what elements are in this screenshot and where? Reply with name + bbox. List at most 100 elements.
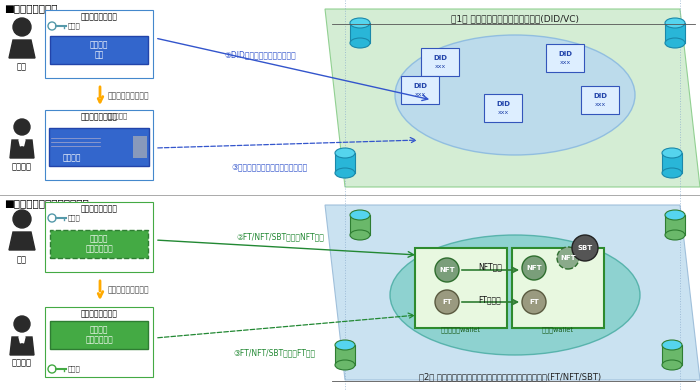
Polygon shape <box>10 140 34 158</box>
Circle shape <box>522 256 546 280</box>
Text: NFT: NFT <box>526 265 542 271</box>
Text: NFT: NFT <box>439 267 455 273</box>
Text: DID: DID <box>496 101 510 107</box>
Circle shape <box>572 235 598 261</box>
Text: 招待券等
（トークン）: 招待券等 （トークン） <box>85 234 113 254</box>
Text: ③本人（職員）確認情報参照・検証: ③本人（職員）確認情報参照・検証 <box>232 162 308 171</box>
Text: ウォレットアプリ: ウォレットアプリ <box>80 309 118 318</box>
Text: xxx: xxx <box>498 110 509 115</box>
Text: お客さま: お客さま <box>12 162 32 171</box>
Text: xxx: xxx <box>435 64 446 69</box>
Bar <box>665 215 685 235</box>
Text: 職員情報: 職員情報 <box>63 154 81 163</box>
Ellipse shape <box>662 168 682 178</box>
Text: 送付（アプリ操作）: 送付（アプリ操作） <box>108 285 150 294</box>
Polygon shape <box>10 337 34 355</box>
FancyBboxPatch shape <box>546 44 584 72</box>
Ellipse shape <box>350 230 370 240</box>
Text: FT: FT <box>442 299 452 305</box>
FancyBboxPatch shape <box>50 321 148 349</box>
FancyBboxPatch shape <box>45 110 153 180</box>
Text: DID: DID <box>413 83 427 89</box>
Text: 照会（アプリ操作）: 照会（アプリ操作） <box>108 92 150 101</box>
Bar <box>665 23 685 43</box>
Bar <box>350 215 370 235</box>
Polygon shape <box>19 140 25 146</box>
Text: NFT送信: NFT送信 <box>478 262 502 271</box>
Circle shape <box>14 316 30 332</box>
FancyBboxPatch shape <box>45 307 153 377</box>
Circle shape <box>522 290 546 314</box>
Circle shape <box>557 247 579 269</box>
Text: SBT: SBT <box>578 245 593 251</box>
Ellipse shape <box>350 38 370 48</box>
FancyBboxPatch shape <box>133 136 147 158</box>
Ellipse shape <box>665 230 685 240</box>
FancyBboxPatch shape <box>581 86 619 114</box>
Ellipse shape <box>335 148 355 158</box>
Ellipse shape <box>350 210 370 220</box>
Polygon shape <box>19 337 25 343</box>
Circle shape <box>435 290 459 314</box>
Bar <box>335 345 355 365</box>
Text: FT: FT <box>529 299 539 305</box>
Text: ②DID発行・本人確認情報登録: ②DID発行・本人確認情報登録 <box>224 50 296 59</box>
Text: ウォレットアプリ: ウォレットアプリ <box>80 12 118 21</box>
Ellipse shape <box>665 18 685 28</box>
Polygon shape <box>325 205 700 380</box>
Text: （1） 本人確認用ブロックチェーン(DID/VC): （1） 本人確認用ブロックチェーン(DID/VC) <box>451 14 579 23</box>
Ellipse shape <box>662 360 682 370</box>
Bar <box>350 23 370 43</box>
Text: xxx: xxx <box>559 60 570 66</box>
FancyBboxPatch shape <box>512 248 604 328</box>
Ellipse shape <box>335 168 355 178</box>
Ellipse shape <box>390 235 640 355</box>
Text: ウォレットアプリ: ウォレットアプリ <box>80 204 118 213</box>
Text: ■資格証明、価値交換の検証: ■資格証明、価値交換の検証 <box>4 198 89 208</box>
Text: お客さまのwallet: お客さまのwallet <box>441 326 481 333</box>
Circle shape <box>13 210 31 228</box>
Circle shape <box>14 119 30 135</box>
Ellipse shape <box>665 38 685 48</box>
FancyBboxPatch shape <box>421 48 459 76</box>
Text: 秘密鍵: 秘密鍵 <box>68 215 80 221</box>
Ellipse shape <box>350 18 370 28</box>
Text: ■本人確認の検証: ■本人確認の検証 <box>4 3 57 13</box>
FancyBboxPatch shape <box>484 94 522 122</box>
FancyBboxPatch shape <box>50 36 148 64</box>
Text: DID: DID <box>593 93 607 99</box>
Text: ウォレットアプリ: ウォレットアプリ <box>80 112 118 121</box>
Text: NFT: NFT <box>560 255 576 261</box>
FancyBboxPatch shape <box>45 10 153 78</box>
Circle shape <box>435 258 459 282</box>
Bar <box>335 153 355 173</box>
FancyBboxPatch shape <box>49 128 149 166</box>
FancyBboxPatch shape <box>45 202 153 272</box>
Text: お客さま: お客さま <box>12 358 32 367</box>
Text: 招待券等
（トークン）: 招待券等 （トークン） <box>85 325 113 345</box>
Text: ③FT/NFT/SBT参照・FT送付: ③FT/NFT/SBT参照・FT送付 <box>234 348 316 357</box>
FancyBboxPatch shape <box>401 76 439 104</box>
Text: FT送受信: FT送受信 <box>479 295 501 304</box>
Text: 職員はwallet: 職員はwallet <box>542 326 574 333</box>
Text: 秘密鍵: 秘密鍵 <box>68 366 80 372</box>
Polygon shape <box>9 40 35 58</box>
Ellipse shape <box>665 210 685 220</box>
FancyBboxPatch shape <box>415 248 507 328</box>
Bar <box>662 345 682 365</box>
Circle shape <box>13 18 31 36</box>
Text: ②FT/NFT/SBT発行・NFT送付: ②FT/NFT/SBT発行・NFT送付 <box>236 232 324 241</box>
Ellipse shape <box>662 340 682 350</box>
Text: 職員: 職員 <box>17 255 27 264</box>
Text: xxx: xxx <box>594 103 606 108</box>
Text: xxx: xxx <box>414 92 426 98</box>
Text: （2） エンゲージメント・トークン用ブロックチェーン(FT/NFT/SBT): （2） エンゲージメント・トークン用ブロックチェーン(FT/NFT/SBT) <box>419 372 601 381</box>
Text: 参照・検証: 参照・検証 <box>107 112 128 119</box>
Ellipse shape <box>662 148 682 158</box>
Polygon shape <box>9 232 35 250</box>
Bar <box>662 153 682 173</box>
Ellipse shape <box>395 35 635 155</box>
FancyBboxPatch shape <box>50 230 148 258</box>
Polygon shape <box>325 9 700 187</box>
Ellipse shape <box>335 340 355 350</box>
